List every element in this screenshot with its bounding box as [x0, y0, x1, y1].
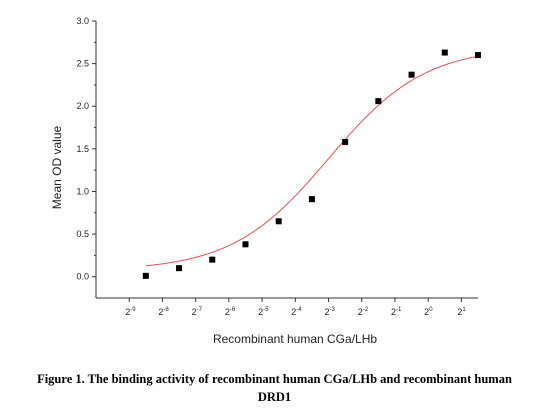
x-tick-label: 2-4	[291, 307, 302, 317]
data-point	[209, 256, 216, 263]
axes	[95, 21, 478, 299]
x-tick-label: 2-1	[391, 307, 402, 317]
data-point	[408, 71, 415, 78]
caption-line-2: DRD1	[257, 390, 292, 404]
data-point	[242, 241, 249, 248]
caption-line-1: Figure 1. The binding activity of recomb…	[37, 372, 512, 386]
data-point	[342, 139, 349, 146]
data-point	[375, 98, 382, 105]
data-point	[308, 196, 315, 203]
x-tick-label: 2-3	[325, 307, 336, 317]
data-point	[441, 49, 448, 56]
figure-caption: Figure 1. The binding activity of recomb…	[0, 370, 549, 406]
x-tick-label: 2-8	[158, 307, 169, 317]
x-tick-label: 21	[457, 307, 466, 317]
y-tick-label: 1.0	[76, 186, 89, 196]
x-ticks: 2-9 2-8 2-7 2-6 2-5 2-4 2-3 2-2 2-1 20 21	[125, 298, 466, 317]
data-point	[275, 218, 282, 225]
x-tick-label: 20	[424, 307, 433, 317]
y-ticks: 0.0 0.5 1.0 1.5 2.0 2.5 3.0	[76, 16, 96, 282]
x-tick-label: 2-6	[225, 307, 236, 317]
y-tick-label: 0.5	[76, 229, 89, 239]
x-tick-label: 2-5	[258, 307, 269, 317]
data-point	[176, 265, 183, 272]
y-tick-label: 2.5	[76, 59, 89, 69]
y-tick-label: 3.0	[76, 16, 89, 26]
y-axis-title: Mean OD value	[50, 125, 64, 209]
x-tick-label: 2-7	[192, 307, 203, 317]
x-tick-label: 2-9	[125, 307, 136, 317]
chart: 0.0 0.5 1.0 1.5 2.0 2.5 3.0 2-9 2-8 2-7 2-6 2-5 2-4…	[50, 16, 481, 346]
y-tick-label: 2.0	[76, 101, 89, 111]
y-tick-label: 0.0	[76, 272, 89, 282]
y-tick-label: 1.5	[76, 144, 89, 154]
x-tick-label: 2-2	[358, 307, 369, 317]
data-point	[142, 272, 149, 279]
x-axis-title: Recombinant human CGa/LHb	[213, 332, 377, 346]
data-point	[475, 52, 481, 59]
fit-curve	[145, 55, 479, 267]
data-points	[142, 49, 481, 279]
